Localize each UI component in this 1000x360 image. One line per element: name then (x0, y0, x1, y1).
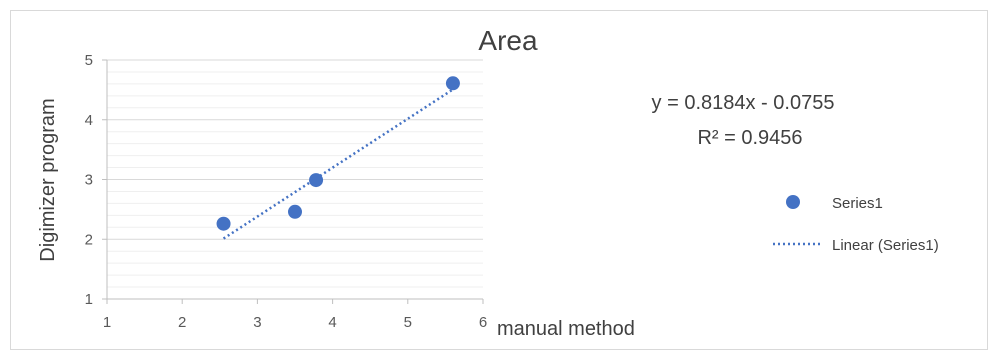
legend-label-linear: Linear (Series1) (832, 237, 939, 254)
x-tick-label: 3 (253, 314, 261, 331)
r-squared-label: R² = 0.9456 (697, 127, 802, 149)
y-tick-label: 1 (85, 291, 93, 308)
x-tick-label: 2 (178, 314, 186, 331)
legend: Series1 Linear (Series1) (773, 195, 939, 254)
trendline (222, 88, 454, 240)
data-point (445, 76, 460, 91)
y-axis-label: Digimizer program (37, 98, 59, 261)
data-point (288, 204, 302, 219)
legend-label-series1: Series1 (832, 195, 883, 212)
axes: 1 2 3 4 5 6 1 2 3 4 5 (85, 52, 488, 331)
grid-lines (107, 59, 483, 288)
x-tick-label: 1 (103, 314, 111, 331)
chart-title: Area (478, 25, 538, 56)
y-tick-label: 3 (85, 172, 93, 189)
data-points (216, 76, 460, 231)
y-tick-label: 5 (85, 52, 93, 69)
trendline-layer (222, 88, 454, 240)
x-tick-label: 6 (479, 314, 487, 331)
legend-marker-series1 (786, 195, 800, 209)
y-tick-label: 2 (85, 231, 93, 248)
x-axis-label: manual method (497, 318, 635, 340)
x-tick-label: 4 (328, 314, 336, 331)
x-tick-label: 5 (404, 314, 412, 331)
trendline-equation: y = 0.8184x - 0.0755 (652, 92, 835, 114)
data-point (216, 216, 231, 231)
data-point (309, 173, 324, 188)
y-tick-label: 4 (85, 112, 93, 129)
